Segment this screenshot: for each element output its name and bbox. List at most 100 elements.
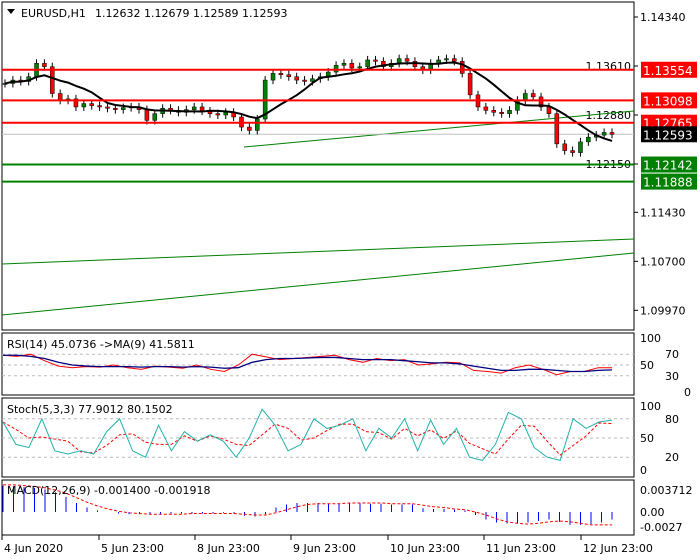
candle	[491, 110, 497, 113]
candle	[144, 109, 150, 121]
candle	[507, 110, 512, 114]
candle	[152, 113, 158, 121]
candle	[191, 106, 197, 110]
panel-frame-3	[1, 479, 635, 536]
candle	[113, 108, 118, 110]
candle	[538, 96, 544, 108]
current-price-label-bg	[641, 126, 697, 143]
panel-frame-1	[1, 332, 635, 396]
x-tick-label: 10 Jun 23:00	[390, 542, 460, 555]
support-label-bg	[641, 156, 697, 173]
candle	[349, 63, 355, 69]
chart-title: EURUSD,H1	[21, 7, 86, 20]
y-tick-label: 1.14340	[640, 11, 686, 24]
candle	[562, 143, 567, 151]
candle	[81, 103, 87, 108]
candle	[381, 61, 386, 67]
stoch-main-line	[2, 408, 613, 461]
candle	[357, 66, 362, 69]
stoch-tick-label: 0	[640, 464, 647, 477]
candle	[73, 98, 79, 108]
candle	[554, 113, 560, 145]
support-label-bg	[641, 173, 697, 190]
panel-frame-0	[1, 1, 635, 331]
candle	[89, 103, 94, 106]
candle	[341, 63, 347, 66]
candle	[523, 93, 528, 101]
candle	[97, 105, 102, 108]
stoch-tick-label: 80	[665, 413, 679, 426]
candle	[601, 132, 607, 136]
x-tick-label: 8 Jun 23:00	[197, 542, 260, 555]
candle	[586, 136, 591, 143]
ohlc-values: 1.12632 1.12679 1.12589 1.12593	[95, 7, 287, 20]
resistance-label-bg	[641, 61, 697, 78]
macd-tick-label: 0.003712	[640, 484, 693, 497]
candle	[302, 79, 307, 82]
candle	[365, 59, 370, 67]
dropdown-triangle-icon	[7, 9, 15, 14]
candle	[452, 58, 457, 62]
x-tick-label: 12 Jun 23:00	[583, 542, 653, 555]
candle	[459, 61, 465, 74]
candle	[333, 65, 339, 73]
x-tick-label: 9 Jun 23:00	[293, 542, 356, 555]
candle	[199, 106, 205, 112]
stoch-label: Stoch(5,3,3) 77.9012 80.1502	[7, 403, 173, 416]
candle	[570, 150, 575, 153]
candle	[50, 66, 55, 94]
candle	[223, 112, 228, 116]
candle	[57, 93, 63, 101]
x-tick-label: 11 Jun 23:00	[486, 542, 556, 555]
support-label: 1.12142	[643, 159, 693, 173]
rsi-line	[2, 353, 612, 376]
resistance-label-bg	[641, 92, 697, 109]
candle	[546, 106, 552, 114]
channel-line-upper	[1, 238, 635, 265]
channel-line-lower	[1, 252, 635, 316]
candle	[105, 106, 110, 109]
candle	[42, 63, 47, 67]
candle	[373, 59, 378, 62]
candle	[247, 126, 252, 131]
candle	[270, 73, 276, 81]
y-tick-label: 1.11430	[640, 206, 686, 219]
candle	[499, 112, 504, 114]
y-tick-label: 1.13610	[586, 60, 632, 73]
rsi-ma-line	[3, 354, 613, 373]
resistance-label: 1.13554	[643, 64, 693, 78]
stoch-tick-label: 100	[640, 400, 661, 413]
macd-tick-label: -0.0027	[640, 521, 682, 534]
rsi-tick-label: 30	[665, 370, 679, 383]
macd-tick-label: 0.00	[640, 506, 665, 519]
stoch-signal-line	[2, 421, 613, 456]
candle	[530, 93, 536, 98]
candle	[120, 107, 126, 110]
macd-label: MACD(12,26,9) -0.001400 -0.001918	[7, 484, 210, 497]
candle	[294, 76, 299, 81]
rsi-tick-label: 100	[640, 332, 661, 345]
rsi-tick-label: 0	[684, 386, 691, 399]
support-label: 1.11888	[643, 176, 693, 190]
stoch-tick-label: 50	[640, 432, 654, 445]
candle	[483, 106, 489, 111]
x-tick-label: 5 Jun 23:00	[101, 542, 164, 555]
candle	[278, 73, 284, 75]
y-tick-label: 1.12880	[586, 109, 632, 122]
rsi-tick-label: 50	[640, 359, 654, 372]
candle	[310, 78, 315, 82]
x-tick-label: 4 Jun 2020	[4, 542, 63, 555]
candle	[578, 141, 583, 153]
candle	[467, 73, 473, 96]
rsi-tick-label: 70	[665, 348, 679, 361]
macd-signal-line	[3, 484, 612, 526]
candle	[609, 132, 615, 135]
candle	[215, 113, 221, 116]
moving-average-line	[4, 61, 613, 142]
candle	[286, 74, 292, 77]
rsi-label: RSI(14) 45.0736 ->MA(9) 41.5811	[7, 338, 195, 351]
stoch-tick-label: 20	[665, 451, 679, 464]
y-tick-label: 1.09970	[640, 304, 686, 317]
